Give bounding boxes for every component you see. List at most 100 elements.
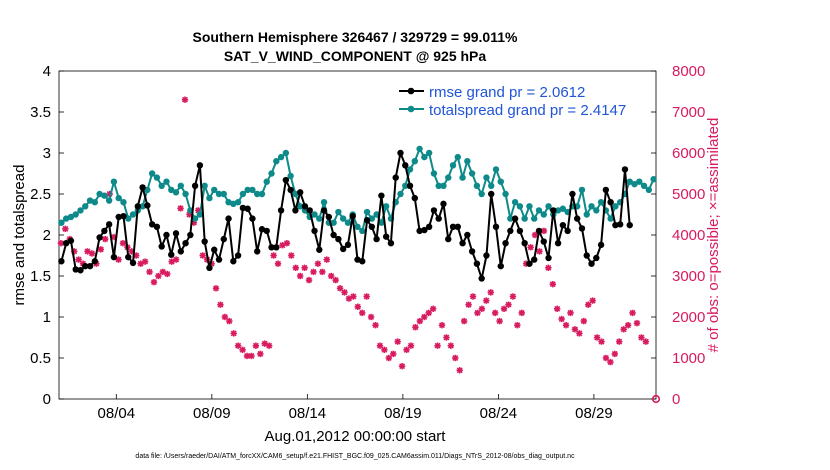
totalspread-point	[311, 211, 318, 218]
legend-rmse-label: rmse grand pr = 2.0612	[429, 84, 585, 101]
totalspread-point	[583, 211, 590, 218]
obs-marker	[221, 313, 229, 321]
obs-marker	[341, 289, 348, 296]
obs-marker	[212, 285, 220, 292]
obs-marker	[336, 285, 344, 292]
rmse-point	[421, 226, 428, 234]
obs-marker	[119, 240, 127, 247]
obs-marker	[598, 338, 605, 345]
rmse-point	[497, 262, 504, 270]
y-axis-right-label: # of obs: o=possible; ×=assimilated	[705, 118, 722, 353]
obs-marker	[363, 293, 370, 300]
totalspread-point	[339, 215, 347, 222]
totalspread-series	[58, 145, 657, 235]
rmse-point	[612, 221, 619, 229]
rmse-point	[430, 207, 438, 214]
rmse-point	[277, 207, 285, 214]
obs-marker	[531, 231, 539, 239]
rmse-point	[96, 234, 103, 241]
obs-marker	[146, 268, 153, 276]
right-tick-label: 0	[672, 391, 680, 408]
totalspread-point	[110, 178, 118, 185]
rmse-point	[139, 184, 146, 191]
obs-marker	[474, 309, 481, 317]
totalspread-point	[402, 182, 409, 189]
obs-marker	[638, 334, 645, 341]
obs-marker	[456, 367, 463, 374]
obs-marker	[491, 309, 499, 317]
obs-marker	[642, 338, 650, 345]
left-tick-label: 1	[43, 309, 51, 326]
rmse-point	[488, 190, 495, 198]
totalspread-point	[172, 189, 180, 196]
totalspread-point	[459, 174, 466, 181]
totalspread-point	[382, 203, 390, 210]
right-tick-label: 1000	[672, 350, 705, 367]
chart-title: Southern Hemisphere 326467 / 329729 = 99…	[193, 29, 518, 45]
obs-marker	[301, 264, 308, 271]
rmse-point	[550, 207, 557, 214]
totalspread-point	[464, 158, 471, 165]
right-axis: 0 1000 2000 3000 4000 5000 6000 7000 8000	[651, 63, 705, 408]
rmse-point	[559, 221, 567, 229]
rmse-point	[445, 235, 452, 243]
totalspread-point	[359, 227, 366, 235]
totalspread-point	[631, 180, 638, 188]
totalspread-point	[320, 199, 328, 206]
rmse-point	[101, 227, 108, 235]
totalspread-point	[239, 190, 247, 198]
rmse-point	[440, 200, 447, 208]
totalspread-point	[612, 203, 619, 210]
obs-marker	[562, 322, 570, 329]
legend-totalspread-label: totalspread grand pr = 2.4147	[429, 102, 626, 119]
rmse-point	[67, 237, 75, 244]
obs-marker	[500, 305, 508, 312]
totalspread-point	[196, 211, 204, 218]
rmse-point	[511, 215, 519, 222]
totalspread-point	[234, 199, 242, 206]
totalspread-point	[435, 182, 442, 189]
obs-marker	[199, 252, 206, 259]
totalspread-point	[588, 203, 595, 210]
totalspread-point	[636, 178, 643, 185]
totalspread-point	[153, 174, 161, 181]
obs-marker	[394, 338, 401, 345]
rmse-point	[583, 252, 590, 259]
totalspread-point	[129, 211, 137, 218]
totalspread-point	[263, 178, 270, 185]
obs-marker	[505, 301, 512, 308]
obs-marker	[567, 309, 574, 317]
totalspread-point	[640, 182, 648, 189]
totalspread-point	[488, 182, 495, 189]
right-tick-label: 5000	[672, 186, 705, 203]
obs-possible-marker	[651, 394, 661, 404]
rmse-point	[368, 223, 376, 230]
left-axis: 0 0.5 1 1.5 2 2.5 3 3.5 4	[30, 63, 64, 408]
totalspread-point	[105, 197, 113, 204]
totalspread-point	[593, 207, 600, 214]
totalspread-point	[139, 203, 146, 210]
rmse-point	[402, 162, 409, 169]
rmse-point	[220, 235, 227, 243]
totalspread-point	[535, 207, 543, 214]
rmse-point	[134, 203, 142, 210]
obs-marker	[633, 319, 641, 327]
rmse-point	[521, 240, 528, 247]
rmse-point	[330, 231, 337, 239]
obs-marker	[376, 342, 384, 349]
totalspread-point	[445, 174, 452, 181]
totalspread-point	[449, 162, 457, 169]
totalspread-point	[497, 178, 504, 185]
rmse-point	[473, 260, 481, 267]
rmse-point	[454, 223, 461, 230]
rmse-point	[492, 223, 500, 230]
obs-marker	[150, 278, 158, 286]
totalspread-point	[144, 186, 151, 194]
obs-marker	[558, 315, 565, 323]
rmse-point	[392, 174, 399, 181]
totalspread-point	[58, 219, 65, 226]
rmse-point	[182, 240, 189, 247]
totalspread-point	[406, 166, 414, 173]
left-tick-label: 3.5	[30, 104, 51, 121]
rmse-point	[325, 213, 333, 221]
